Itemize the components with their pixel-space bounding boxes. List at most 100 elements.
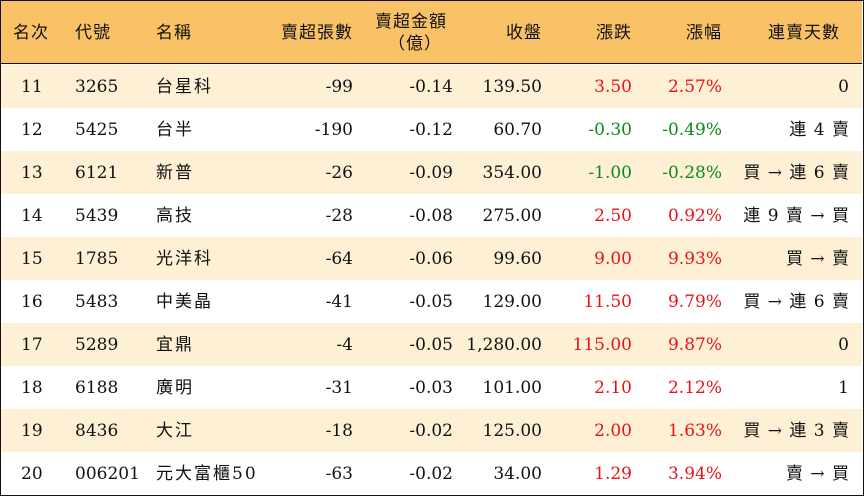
amount-cell: -0.05 [409, 335, 453, 355]
table-row: 17 5289 宜鼎 -4 -0.05 1,280.00 115.00 9.87% 0 [1, 323, 862, 366]
days-cell: 買 → 連 6 賣 [743, 292, 850, 312]
header-close: 收盤 [506, 23, 542, 43]
header-code: 代號 [75, 23, 111, 43]
amount-cell: -0.09 [409, 163, 453, 183]
table-row: 13 6121 新普 -26 -0.09 354.00 -1.00 -0.28% 買 → 連 6… [1, 151, 862, 194]
table-row: 15 1785 光洋科 -64 -0.06 99.60 9.00 9.93% 買 → 賣 [1, 237, 862, 280]
header-consecutive-days: 連賣天數 [768, 23, 840, 43]
pct-cell: 9.79% [667, 292, 722, 312]
days-cell: 買 → 連 3 賣 [743, 421, 850, 441]
lots-cell: -99 [325, 77, 353, 97]
rank-cell: 12 [21, 120, 43, 140]
pct-cell: 2.12% [667, 378, 722, 398]
amount-cell: -0.02 [409, 421, 453, 441]
amount-cell: -0.06 [409, 249, 453, 269]
lots-cell: -41 [325, 292, 353, 312]
code-cell: 5425 [75, 120, 119, 140]
code-cell: 5483 [75, 292, 119, 312]
lots-cell: -28 [325, 206, 353, 226]
name-cell: 大江 [156, 421, 194, 441]
change-cell: -0.30 [588, 120, 632, 140]
table-row: 20 006201 元大富櫃50 -63 -0.02 34.00 1.29 3.94% 賣 → … [1, 452, 862, 495]
close-cell: 354.00 [482, 163, 542, 183]
close-cell: 34.00 [493, 464, 542, 484]
code-cell: 1785 [75, 249, 119, 269]
change-cell: 2.00 [594, 421, 632, 441]
header-oversold-amount: 賣超金額 [375, 12, 447, 32]
lots-cell: -18 [325, 421, 353, 441]
name-cell: 廣明 [156, 378, 194, 398]
pct-cell: -0.49% [662, 120, 722, 140]
days-cell: 買 → 賣 [785, 249, 850, 269]
header-change-pct: 漲幅 [686, 23, 722, 43]
name-cell: 台星科 [156, 77, 213, 97]
pct-cell: 9.93% [667, 249, 722, 269]
close-cell: 275.00 [482, 206, 542, 226]
days-cell: 0 [838, 335, 850, 355]
header-rank: 名次 [13, 23, 49, 43]
close-cell: 1,280.00 [466, 335, 542, 355]
name-cell: 元大富櫃50 [156, 464, 258, 484]
pct-cell: 3.94% [667, 464, 722, 484]
header-name: 名稱 [156, 23, 192, 43]
close-cell: 60.70 [493, 120, 542, 140]
change-cell: 3.50 [594, 77, 632, 97]
lots-cell: -31 [325, 378, 353, 398]
table-row: 18 6188 廣明 -31 -0.03 101.00 2.10 2.12% 1 [1, 366, 862, 409]
amount-cell: -0.03 [409, 378, 453, 398]
days-cell: 買 → 連 6 賣 [743, 163, 850, 183]
days-cell: 0 [838, 77, 850, 97]
name-cell: 光洋科 [156, 249, 213, 269]
table-header: 名次 代號 名稱 賣超張數 賣超金額 （億） 收盤 漲跌 漲幅 連賣天數 [1, 1, 862, 64]
pct-cell: 0.92% [667, 206, 722, 226]
rank-cell: 18 [21, 378, 43, 398]
rank-cell: 17 [21, 335, 43, 355]
header-change: 漲跌 [596, 23, 632, 43]
code-cell: 6121 [75, 163, 119, 183]
days-cell: 連 4 賣 [789, 120, 850, 140]
change-cell: 11.50 [583, 292, 632, 312]
pct-cell: 2.57% [667, 77, 722, 97]
code-cell: 6188 [75, 378, 119, 398]
code-cell: 006201 [75, 464, 140, 484]
table-row: 19 8436 大江 -18 -0.02 125.00 2.00 1.63% 買 → 連 3 賣 [1, 409, 862, 452]
lots-cell: -4 [336, 335, 353, 355]
lots-cell: -26 [325, 163, 353, 183]
rank-cell: 16 [21, 292, 43, 312]
rank-cell: 15 [21, 249, 43, 269]
amount-cell: -0.05 [409, 292, 453, 312]
change-cell: 2.10 [594, 378, 632, 398]
name-cell: 中美晶 [156, 292, 213, 312]
change-cell: 2.50 [594, 206, 632, 226]
header-oversold-lots: 賣超張數 [281, 23, 353, 43]
amount-cell: -0.12 [409, 120, 453, 140]
code-cell: 5289 [75, 335, 119, 355]
name-cell: 新普 [156, 163, 194, 183]
rank-cell: 14 [21, 206, 43, 226]
rank-cell: 11 [21, 77, 43, 97]
days-cell: 連 9 賣 → 買 [743, 206, 850, 226]
close-cell: 139.50 [482, 77, 542, 97]
table-row: 16 5483 中美晶 -41 -0.05 129.00 11.50 9.79% 買 → 連 6… [1, 280, 862, 323]
close-cell: 99.60 [493, 249, 542, 269]
lots-cell: -63 [325, 464, 353, 484]
close-cell: 129.00 [482, 292, 542, 312]
amount-cell: -0.14 [409, 77, 453, 97]
rank-cell: 20 [21, 464, 43, 484]
lots-cell: -190 [314, 120, 353, 140]
code-cell: 5439 [75, 206, 119, 226]
name-cell: 台半 [156, 120, 194, 140]
table-row: 12 5425 台半 -190 -0.12 60.70 -0.30 -0.49% 連 4 賣 [1, 108, 862, 151]
rank-cell: 19 [21, 421, 43, 441]
amount-cell: -0.08 [409, 206, 453, 226]
pct-cell: -0.28% [662, 163, 722, 183]
header-oversold-amount-unit: （億） [388, 34, 442, 54]
change-cell: 1.29 [594, 464, 632, 484]
close-cell: 101.00 [482, 378, 542, 398]
name-cell: 宜鼎 [156, 335, 194, 355]
amount-cell: -0.02 [409, 464, 453, 484]
change-cell: 115.00 [572, 335, 632, 355]
table-row: 14 5439 高技 -28 -0.08 275.00 2.50 0.92% 連 9 賣 → 買 [1, 194, 862, 237]
change-cell: 9.00 [594, 249, 632, 269]
